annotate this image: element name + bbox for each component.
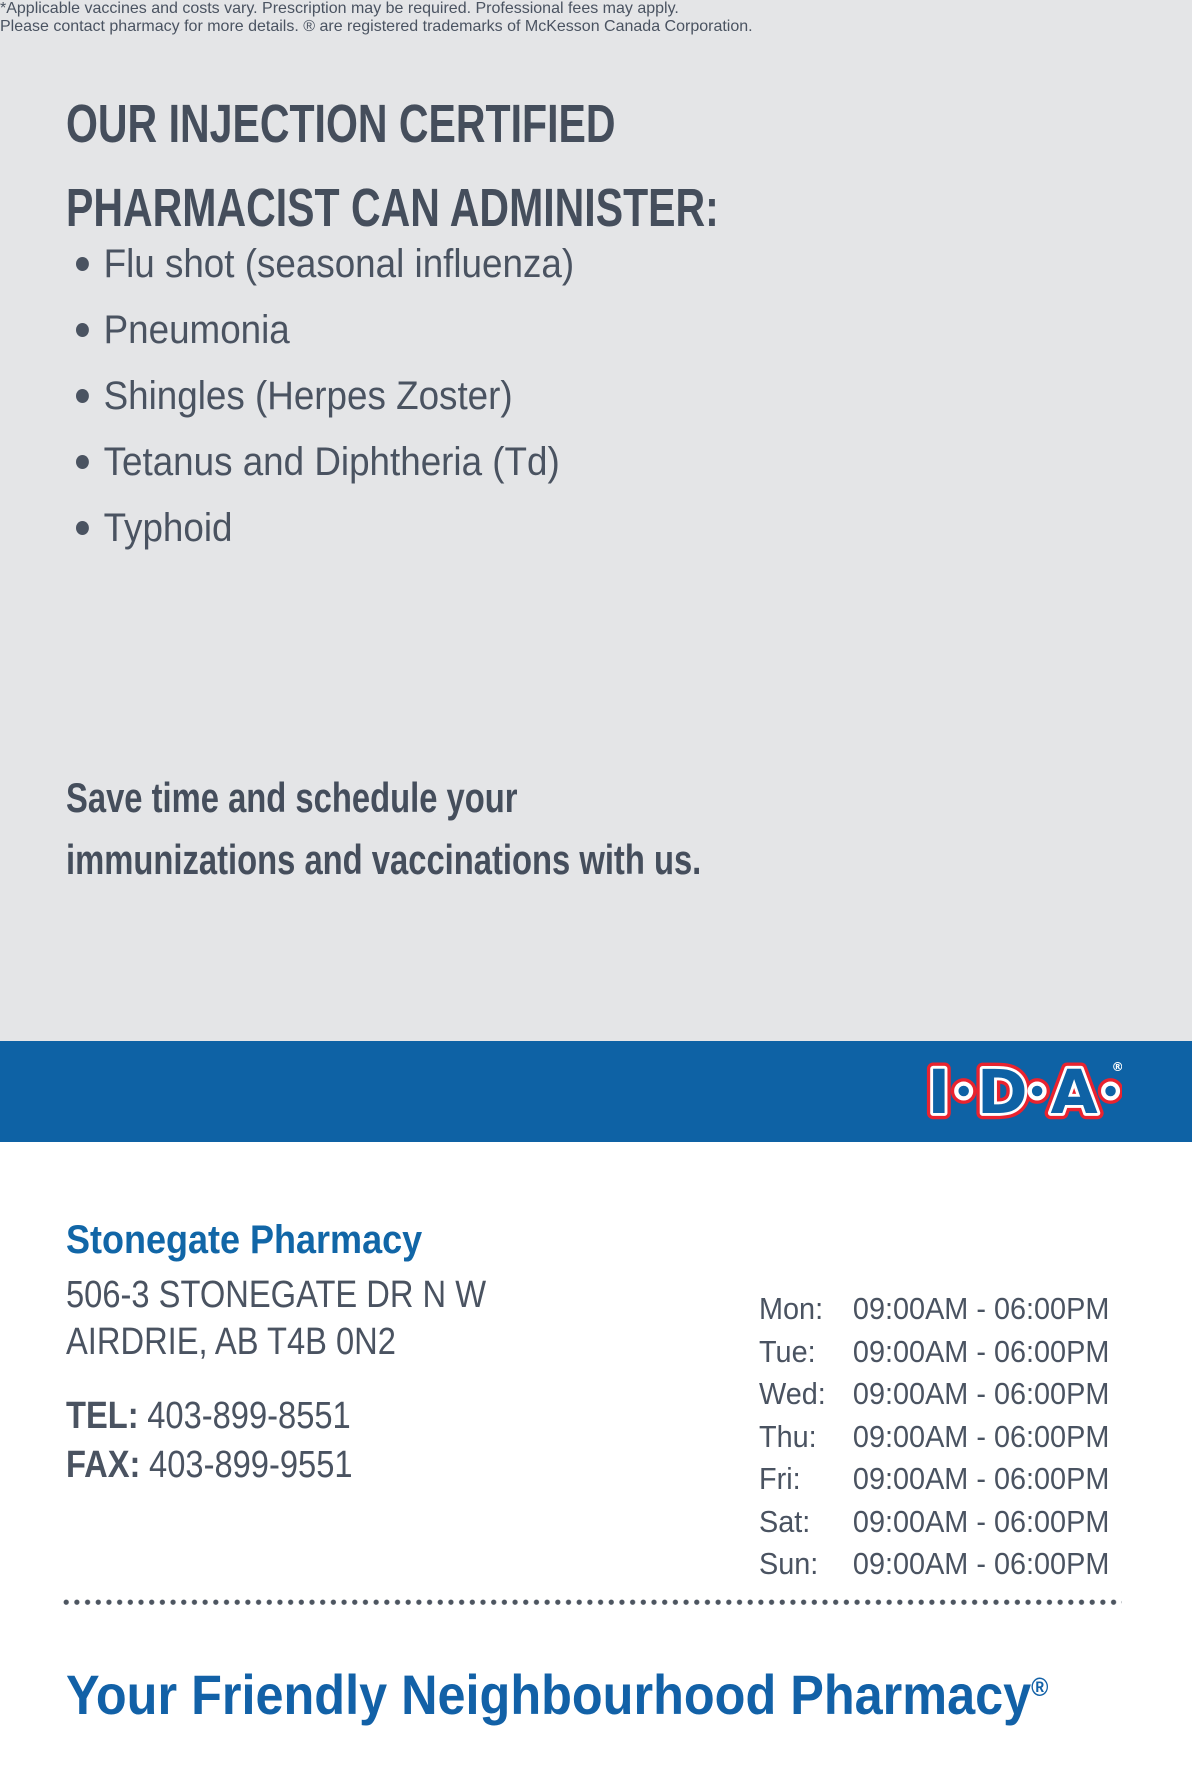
vaccine-label: Typhoid bbox=[103, 506, 233, 550]
fax-number: 403-899-9551 bbox=[149, 1444, 353, 1486]
hours-time: 09:00AM - 06:00PM bbox=[852, 1291, 1110, 1326]
ida-letter: I bbox=[927, 1057, 950, 1128]
hours-time: 09:00AM - 06:00PM bbox=[852, 1376, 1110, 1411]
footnote-line2: Please contact pharmacy for more details… bbox=[0, 18, 753, 35]
ida-letter: A bbox=[1050, 1057, 1097, 1128]
tel-line: TEL: 403-899-8551 bbox=[66, 1392, 353, 1441]
list-item: Shingles (Herpes Zoster) bbox=[76, 363, 574, 429]
ida-logo: I D A I D A I D A bbox=[921, 1053, 1122, 1129]
hours-row: Sun: 09:00AM - 06:00PM bbox=[759, 1543, 1109, 1586]
ida-letter: D bbox=[977, 1057, 1028, 1128]
hours-row: Sat: 09:00AM - 06:00PM bbox=[759, 1501, 1109, 1544]
tel-number: 403-899-8551 bbox=[147, 1395, 351, 1437]
promo-panel: OUR INJECTION CERTIFIED PHARMACIST CAN A… bbox=[0, 0, 1192, 1041]
list-item: Typhoid bbox=[76, 495, 574, 561]
promo-heading: OUR INJECTION CERTIFIED PHARMACIST CAN A… bbox=[66, 82, 719, 250]
address-line2: AIRDRIE, AB T4B 0N2 bbox=[66, 1321, 396, 1363]
pharmacy-name: Stonegate Pharmacy bbox=[66, 1218, 423, 1262]
hours-row: Wed: 09:00AM - 06:00PM bbox=[759, 1373, 1109, 1416]
promo-subheading: Save time and schedule your immunization… bbox=[66, 767, 701, 891]
hours-time: 09:00AM - 06:00PM bbox=[852, 1333, 1110, 1369]
vaccine-label: Flu shot (seasonal influenza) bbox=[103, 242, 575, 286]
phone-numbers: TEL: 403-899-8551 FAX: 403-899-9551 bbox=[66, 1392, 353, 1490]
hours-day: Fri: bbox=[759, 1461, 801, 1496]
hours-day: Mon: bbox=[759, 1291, 824, 1326]
footnote-line1: *Applicable vaccines and costs vary. Pre… bbox=[0, 0, 679, 17]
hours-day: Thu: bbox=[759, 1418, 817, 1454]
ida-letter: I bbox=[927, 1057, 950, 1128]
tagline-registered-mark: ® bbox=[1031, 1672, 1049, 1702]
ida-letter: D bbox=[977, 1057, 1028, 1128]
tel-label: TEL: bbox=[66, 1395, 139, 1437]
promo-heading-line1: OUR INJECTION CERTIFIED bbox=[66, 94, 616, 154]
list-item: Tetanus and Diphtheria (Td) bbox=[76, 429, 574, 495]
vaccine-label: Shingles (Herpes Zoster) bbox=[103, 374, 513, 418]
ida-letter: A bbox=[1050, 1057, 1097, 1128]
promo-subheading-line1: Save time and schedule your bbox=[66, 774, 518, 821]
promo-subheading-line2: immunizations and vaccinations with us. bbox=[66, 836, 702, 883]
vaccine-label: Tetanus and Diphtheria (Td) bbox=[103, 440, 560, 484]
list-item: Pneumonia bbox=[76, 297, 574, 363]
fax-label: FAX: bbox=[66, 1444, 141, 1486]
hours-row: Tue: 09:00AM - 06:00PM bbox=[759, 1331, 1109, 1374]
hours-row: Mon: 09:00AM - 06:00PM bbox=[759, 1288, 1109, 1331]
store-hours: Mon: 09:00AM - 06:00PM Tue: 09:00AM - 06:0… bbox=[759, 1288, 1109, 1586]
ida-letter: A bbox=[1050, 1057, 1097, 1128]
ida-letter: D bbox=[977, 1057, 1028, 1128]
brand-band: I D A I D A I D A bbox=[0, 1041, 1192, 1142]
dotted-divider bbox=[63, 1599, 1122, 1606]
bullet-dot-icon bbox=[76, 521, 89, 535]
hours-time: 09:00AM - 06:00PM bbox=[852, 1503, 1110, 1539]
hours-time: 09:00AM - 06:00PM bbox=[852, 1461, 1110, 1496]
bullet-dot-icon bbox=[76, 257, 89, 271]
hours-day: Wed: bbox=[759, 1376, 826, 1411]
hours-row: Thu: 09:00AM - 06:00PM bbox=[759, 1416, 1109, 1459]
hours-time: 09:00AM - 06:00PM bbox=[852, 1546, 1110, 1581]
ida-letter: I bbox=[927, 1057, 950, 1128]
bullet-dot-icon bbox=[76, 455, 89, 469]
bullet-dot-icon bbox=[76, 323, 89, 337]
hours-day: Sun: bbox=[759, 1546, 819, 1581]
ida-registered-mark: ® bbox=[1112, 1059, 1122, 1074]
tagline-text: Your Friendly Neighbourhood Pharmacy bbox=[66, 1663, 1032, 1726]
vaccine-list: Flu shot (seasonal influenza) Pneumonia … bbox=[76, 231, 574, 561]
hours-time: 09:00AM - 06:00PM bbox=[852, 1418, 1110, 1454]
list-item: Flu shot (seasonal influenza) bbox=[76, 231, 574, 297]
vaccine-label: Pneumonia bbox=[103, 308, 290, 352]
bullet-dot-icon bbox=[76, 389, 89, 403]
address-line1: 506-3 STONEGATE DR N W bbox=[66, 1274, 487, 1316]
promo-heading-line2: PHARMACIST CAN ADMINISTER: bbox=[66, 178, 719, 238]
fax-line: FAX: 403-899-9551 bbox=[66, 1441, 353, 1490]
pharmacy-address: 506-3 STONEGATE DR N W AIRDRIE, AB T4B 0… bbox=[66, 1272, 486, 1366]
tagline: Your Friendly Neighbourhood Pharmacy® bbox=[66, 1656, 1048, 1726]
hours-row: Fri: 09:00AM - 06:00PM bbox=[759, 1458, 1109, 1501]
hours-day: Tue: bbox=[759, 1333, 816, 1369]
hours-day: Sat: bbox=[759, 1503, 811, 1539]
